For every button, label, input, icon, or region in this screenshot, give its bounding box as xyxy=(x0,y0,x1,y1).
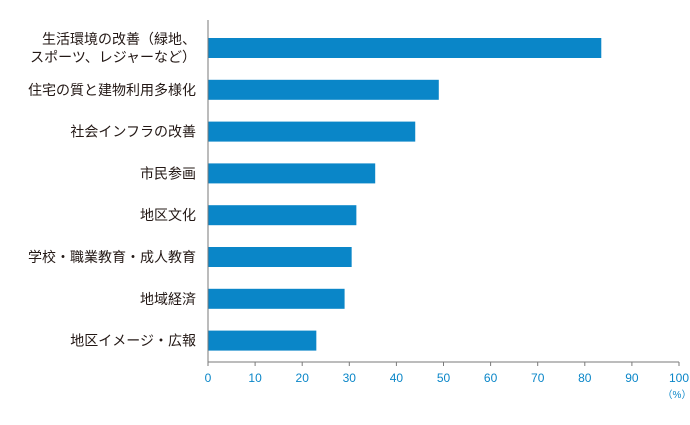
x-tick-label-100: 100 xyxy=(669,371,689,385)
x-tick-label-0: 0 xyxy=(205,371,212,385)
category-label-line: 生活環境の改善（緑地、 xyxy=(42,32,196,48)
x-tick-label-50: 50 xyxy=(437,371,451,385)
category-label-line: 学校・職業教育・成人教育 xyxy=(28,249,196,266)
category-label-line: 市民参画 xyxy=(140,165,196,182)
bar-1 xyxy=(208,38,602,58)
category-label-7: 地域経済 xyxy=(140,292,196,308)
category-label-line: 地域経済 xyxy=(140,292,196,308)
x-tick-label-90: 90 xyxy=(625,371,639,385)
category-label-6: 学校・職業教育・成人教育 xyxy=(28,249,196,266)
x-tick-label-10: 10 xyxy=(248,371,262,385)
category-label-5: 地区文化 xyxy=(140,208,196,224)
x-tick-label-30: 30 xyxy=(343,371,357,385)
bars-group xyxy=(208,38,602,351)
category-label-1: 生活環境の改善（緑地、スポーツ、レジャーなど） xyxy=(30,32,196,66)
x-tick-label-80: 80 xyxy=(578,371,592,385)
category-label-line: スポーツ、レジャーなど） xyxy=(30,50,196,66)
x-tick-label-40: 40 xyxy=(390,371,404,385)
bar-7 xyxy=(208,288,345,309)
bar-4 xyxy=(208,163,376,184)
x-tick-label-20: 20 xyxy=(296,371,310,385)
category-label-line: 地区イメージ・広報 xyxy=(70,334,196,350)
bar-6 xyxy=(208,247,352,267)
x-tick-label-60: 60 xyxy=(484,371,498,385)
x-tick-label-70: 70 xyxy=(531,371,545,385)
category-label-line: 住宅の質と建物利用多様化 xyxy=(28,82,196,99)
x-tick-labels: 0 10 20 30 40 50 60 70 80 90 100 xyxy=(205,371,690,385)
category-labels: 生活環境の改善（緑地、スポーツ、レジャーなど） 住宅の質と建物利用多様化社会インフ… xyxy=(28,32,196,350)
bar-5 xyxy=(208,205,357,226)
x-axis-unit-label: （%） xyxy=(663,389,690,401)
category-label-4: 市民参画 xyxy=(140,165,196,182)
category-label-8: 地区イメージ・広報 xyxy=(70,334,196,350)
category-label-line: 地区文化 xyxy=(140,208,196,224)
bar-2 xyxy=(208,79,439,100)
category-label-2: 住宅の質と建物利用多様化 xyxy=(28,82,196,99)
bar-3 xyxy=(208,121,416,142)
category-label-line: 社会インフラの改善 xyxy=(70,125,196,141)
axes-group xyxy=(207,20,680,366)
bar-8 xyxy=(208,330,317,351)
category-label-3: 社会インフラの改善 xyxy=(70,125,196,141)
